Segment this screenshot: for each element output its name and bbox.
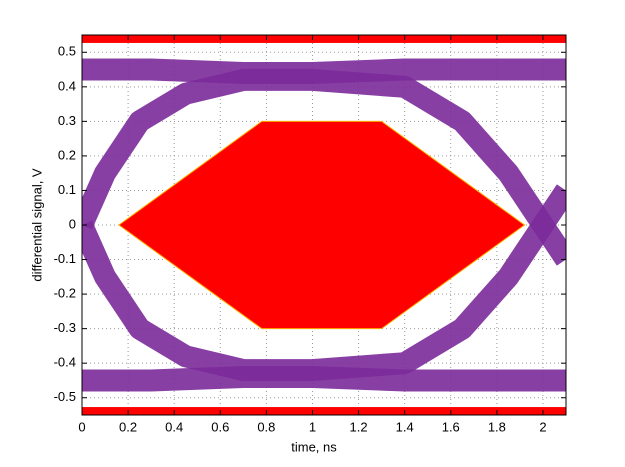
x-axis-label: time, ns [291, 439, 337, 454]
x-tick-label: 1.4 [396, 419, 414, 434]
y-tick-label: 0 [69, 216, 76, 231]
y-tick-label: 0.3 [58, 113, 76, 128]
y-tick-label: -0.2 [54, 286, 76, 301]
y-tick-label: -0.3 [54, 320, 76, 335]
eye-mask [118, 120, 526, 330]
y-axis-label: differential signal, V [29, 168, 44, 282]
y-tick-label: -0.4 [54, 355, 76, 370]
x-tick-label: 0.6 [211, 419, 229, 434]
x-tick-label: 1.8 [488, 419, 506, 434]
x-tick-label: 0.2 [119, 419, 137, 434]
y-tick-label: 0.1 [58, 182, 76, 197]
y-tick-label: 0.4 [58, 78, 76, 93]
y-tick-label: 0.5 [58, 44, 76, 59]
y-tick-label: -0.5 [54, 389, 76, 404]
x-tick-label: 1 [309, 419, 316, 434]
eye-trace [82, 68, 566, 266]
ticks: 0 0.2 0.4 0.6 0.8 1 1.2 1.4 1.6 1.8 2 -0.5 -0.4 -0.3 -… [54, 35, 566, 434]
x-tick-label: 0 [78, 419, 85, 434]
y-tick-label: 0.2 [58, 147, 76, 162]
x-tick-label: 2 [539, 419, 546, 434]
x-tick-label: 1.2 [350, 419, 368, 434]
eye-trace [82, 184, 566, 382]
mask-band [82, 407, 566, 415]
y-tick-label: -0.1 [54, 251, 76, 266]
x-tick-label: 0.4 [165, 419, 183, 434]
plot [82, 35, 566, 415]
mask-band [82, 35, 566, 43]
x-tick-label: 0.8 [257, 419, 275, 434]
x-tick-label: 1.6 [442, 419, 460, 434]
